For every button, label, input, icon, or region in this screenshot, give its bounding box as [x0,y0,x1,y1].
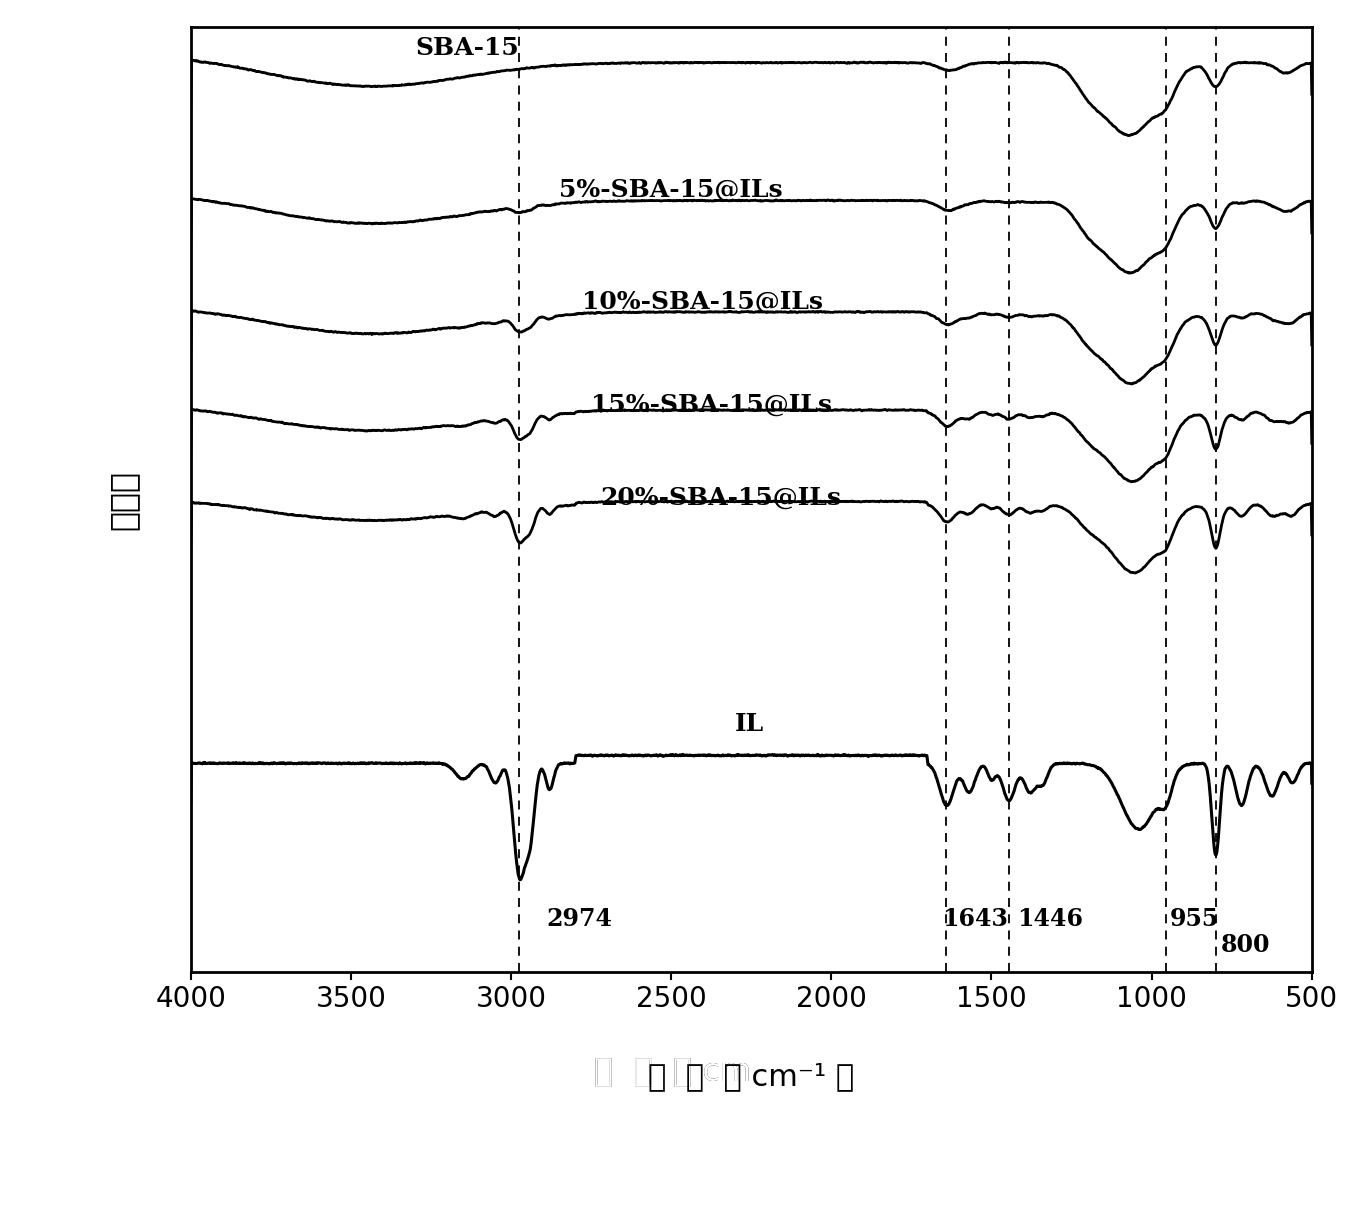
Text: 1446: 1446 [1017,907,1083,931]
Text: 10%-SBA-15@ILs: 10%-SBA-15@ILs [581,290,823,314]
Text: 波  数  （ cm: 波 数 （ cm [595,1057,752,1088]
Text: 2974: 2974 [547,907,612,931]
Text: 1643: 1643 [942,907,1007,931]
Text: 透过率: 透过率 [107,470,139,529]
Text: SBA-15: SBA-15 [416,36,518,61]
Text: 955: 955 [1170,907,1219,931]
Text: 5%-SBA-15@ILs: 5%-SBA-15@ILs [559,177,783,202]
Text: 20%-SBA-15@ILs: 20%-SBA-15@ILs [600,486,842,510]
Text: 15%-SBA-15@ILs: 15%-SBA-15@ILs [591,392,833,416]
Text: 波  数  （ cm⁻¹ ）: 波 数 （ cm⁻¹ ） [648,1062,854,1090]
Text: IL: IL [735,711,764,736]
Text: 波  数  （ cm: 波 数 （ cm [595,1057,752,1088]
Text: 800: 800 [1221,934,1270,957]
